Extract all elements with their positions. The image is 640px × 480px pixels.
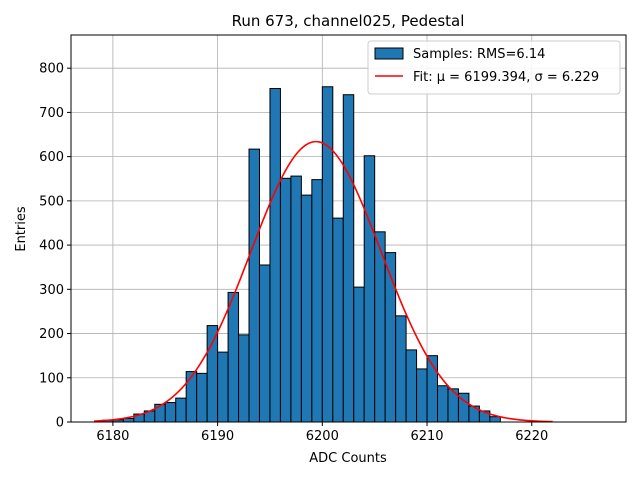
histogram-bar <box>342 94 355 423</box>
histogram-bar <box>196 372 208 423</box>
histogram-bar <box>416 368 428 423</box>
histogram-bar <box>374 231 386 423</box>
x-axis-label: ADC Counts <box>309 451 387 466</box>
y-tick-label: 400 <box>39 239 64 254</box>
y-axis-ticks: 0 100 200 300 400 500 600 700 800 <box>39 62 71 431</box>
x-tick-label: 6210 <box>410 429 443 444</box>
histogram-bar <box>175 397 187 423</box>
histogram-bar <box>437 385 449 423</box>
y-tick-label: 700 <box>39 106 64 121</box>
histogram-bar <box>279 177 292 423</box>
y-tick-label: 200 <box>39 327 64 342</box>
x-tick-label: 6190 <box>201 429 234 444</box>
histogram-bar <box>395 315 407 423</box>
legend: Samples: RMS=6.14 Fit: μ = 6199.394, σ =… <box>367 40 621 95</box>
histogram-bar <box>154 403 166 423</box>
histogram-bar <box>122 417 135 423</box>
histogram-bar <box>489 416 501 423</box>
histogram-bar <box>353 286 365 423</box>
histogram-bar <box>238 334 250 423</box>
histogram-bars <box>101 86 501 423</box>
gaussian-fit-curve <box>94 140 553 423</box>
y-tick-label: 300 <box>39 283 64 298</box>
histogram-bar <box>311 179 323 423</box>
legend-fit-label: Fit: μ = 6199.394, σ = 6.229 <box>413 70 599 85</box>
histogram-bar <box>185 371 198 423</box>
histogram-bar <box>405 349 418 423</box>
chart-title: Run 673, channel025, Pedestal <box>232 12 465 30</box>
x-tick-label: 6200 <box>306 429 339 444</box>
y-axis-label: Entries <box>14 206 29 252</box>
y-tick-label: 500 <box>39 194 64 209</box>
fit-curve-group <box>94 140 553 423</box>
x-tick-label: 6180 <box>96 429 129 444</box>
x-axis-ticks: 6180 6190 6200 6210 6220 <box>96 422 548 444</box>
histogram-bar <box>290 175 302 423</box>
legend-box <box>367 40 621 95</box>
y-tick-label: 0 <box>56 416 64 431</box>
histogram-bar <box>258 264 271 423</box>
y-tick-label: 600 <box>39 150 64 165</box>
y-tick-label: 100 <box>39 371 64 386</box>
histogram-bar <box>384 252 397 423</box>
histogram-bar <box>217 351 229 423</box>
histogram-bar <box>248 148 260 423</box>
legend-bar-swatch <box>374 47 404 60</box>
histogram-bar <box>164 402 177 423</box>
histogram-bar <box>206 325 219 423</box>
histogram-bar <box>332 217 344 423</box>
y-tick-label: 800 <box>39 62 64 77</box>
histogram-bar <box>321 86 334 423</box>
histogram-bar <box>227 291 240 423</box>
legend-samples-label: Samples: RMS=6.14 <box>413 47 545 62</box>
histogram-bar <box>300 194 313 423</box>
plot-frame <box>70 34 627 423</box>
histogram-bar <box>363 155 376 423</box>
histogram-bar <box>269 88 281 423</box>
x-tick-label: 6220 <box>515 429 548 444</box>
